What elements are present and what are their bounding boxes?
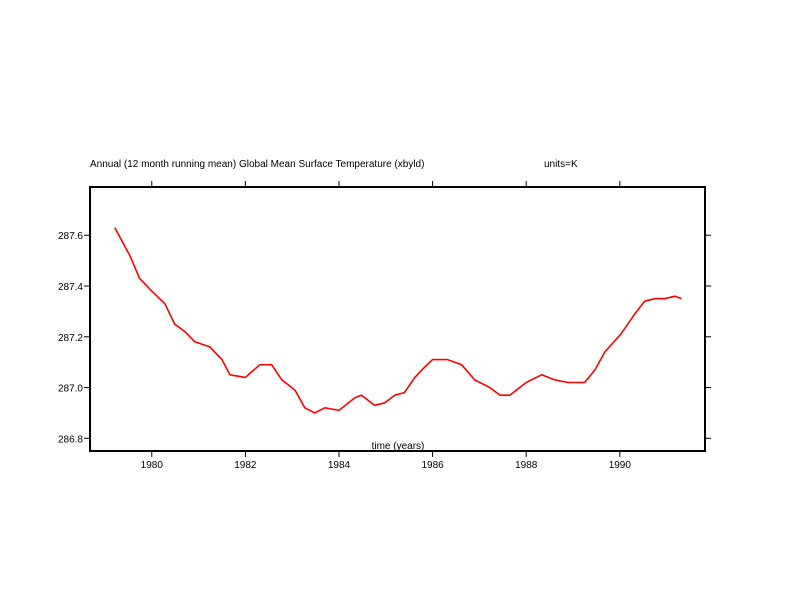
y-tick-label: 287.0 [58, 384, 83, 395]
x-tick-label: 1980 [141, 460, 164, 471]
series-layer [114, 227, 682, 414]
y-tick-label: 287.4 [58, 282, 83, 293]
y-tick-label: 286.8 [58, 434, 83, 445]
x-tick-label: 1988 [515, 460, 538, 471]
x-tick-label: 1982 [234, 460, 257, 471]
units-label: units=K [544, 159, 578, 170]
y-tick-label: 287.6 [58, 231, 83, 242]
y-axis-ticks: 286.8 287.0 287.2 287.4 287.6 [58, 231, 711, 445]
x-axis-label: time (years) [372, 441, 425, 452]
chart-title: Annual (12 month running mean) Global Me… [90, 159, 424, 170]
temperature-line [114, 227, 682, 414]
plot-frame [89, 186, 706, 452]
x-tick-label: 1990 [609, 460, 632, 471]
x-tick-label: 1984 [328, 460, 351, 471]
x-tick-label: 1986 [421, 460, 444, 471]
x-axis-ticks: 1980 1982 1984 1986 1988 1990 [141, 181, 632, 471]
y-tick-label: 287.2 [58, 333, 83, 344]
